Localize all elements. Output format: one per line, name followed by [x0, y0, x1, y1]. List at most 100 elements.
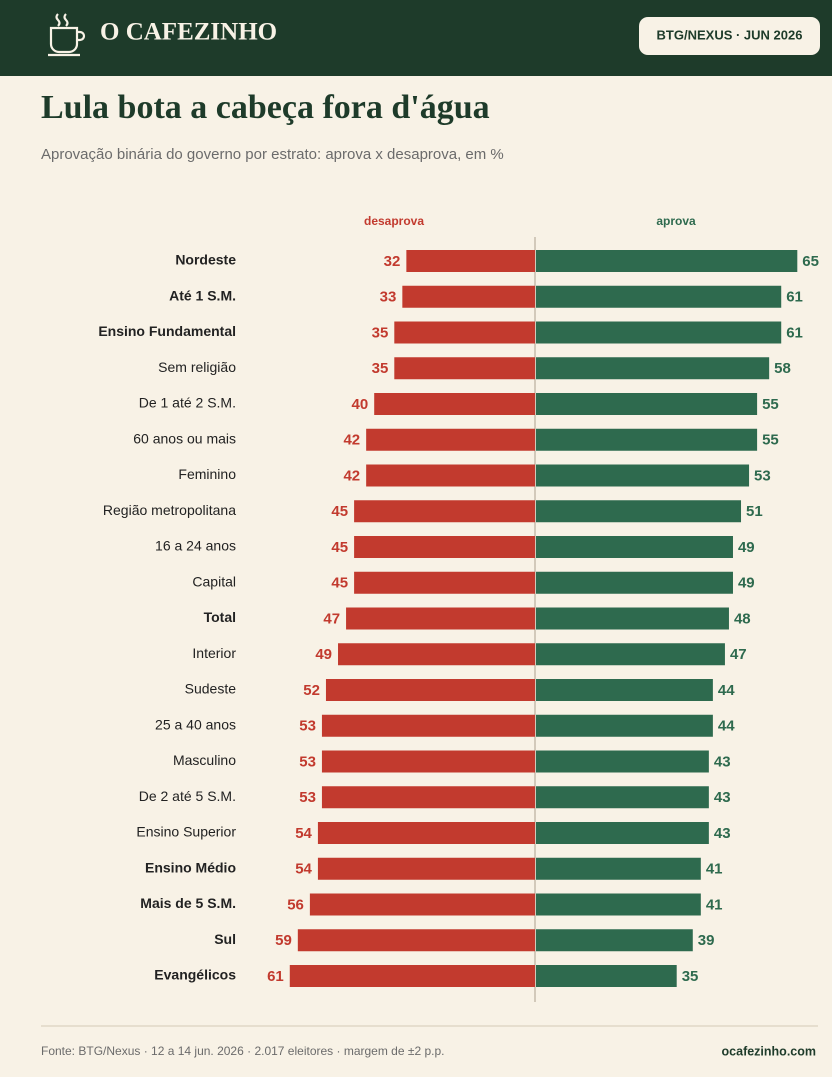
category-label: Capital	[192, 573, 236, 589]
category-label: 60 anos ou mais	[133, 430, 236, 446]
bar	[536, 893, 701, 916]
value-label: 35	[372, 360, 389, 377]
cup-icon	[48, 13, 86, 57]
bar	[394, 357, 535, 380]
value-label: 35	[372, 324, 389, 341]
value-label: 44	[718, 718, 735, 735]
value-label: 49	[738, 575, 755, 592]
value-label: 65	[802, 253, 819, 270]
category-label: Ensino Médio	[145, 859, 236, 875]
category-label: De 1 até 2 S.M.	[139, 395, 236, 411]
value-label: 45	[331, 503, 348, 520]
bar	[297, 929, 535, 952]
category-label: 25 a 40 anos	[155, 716, 236, 732]
value-label: 61	[786, 324, 803, 341]
bar	[536, 428, 758, 451]
bar	[317, 857, 535, 880]
value-label: 47	[323, 610, 340, 627]
bar	[354, 571, 535, 594]
value-label: 48	[734, 610, 751, 627]
bar	[536, 643, 725, 666]
value-label: 58	[774, 360, 791, 377]
footer-site: ocafezinho.com	[722, 1044, 816, 1058]
value-label: 54	[295, 825, 312, 842]
category-label: Interior	[192, 645, 236, 661]
bar	[536, 750, 709, 773]
value-label: 43	[714, 753, 731, 770]
bar	[536, 536, 733, 558]
legend-label: desaprova	[364, 214, 424, 228]
value-label: 42	[343, 467, 360, 484]
bar	[536, 607, 729, 630]
value-label: 33	[380, 289, 397, 306]
category-label: Evangélicos	[154, 967, 236, 983]
bar	[346, 607, 535, 630]
bar	[536, 714, 713, 737]
value-label: 53	[754, 467, 771, 484]
chart-subtitle: Aprovação binária do governo por estrato…	[41, 146, 504, 163]
value-label: 61	[786, 289, 803, 306]
chart-title: Lula bota a cabeça fora d'água	[41, 89, 490, 126]
value-label: 32	[384, 253, 401, 270]
bar	[536, 250, 798, 272]
bar	[536, 500, 742, 523]
value-label: 43	[714, 825, 731, 842]
value-label: 53	[299, 753, 316, 770]
value-label: 53	[299, 789, 316, 806]
value-label: 45	[331, 575, 348, 592]
bar	[289, 965, 535, 987]
category-label: Ensino Fundamental	[98, 323, 236, 339]
footer-source: Fonte: BTG/Nexus · 12 a 14 jun. 2026 · 2…	[41, 1044, 444, 1058]
category-label: Feminino	[178, 466, 236, 482]
bar	[338, 643, 535, 666]
brand: O CAFEZINHO	[100, 19, 277, 46]
category-label: Masculino	[173, 752, 236, 768]
value-label: 41	[706, 896, 723, 913]
bar	[325, 679, 535, 701]
value-label: 53	[299, 718, 316, 735]
value-label: 45	[331, 539, 348, 556]
category-label: Total	[204, 609, 236, 625]
bar	[402, 285, 535, 308]
category-label: Mais de 5 S.M.	[140, 895, 236, 911]
legend-label: aprova	[656, 214, 696, 228]
category-label: Até 1 S.M.	[169, 287, 236, 303]
bar	[321, 714, 535, 737]
bar	[536, 321, 782, 344]
bar	[394, 321, 535, 344]
category-label: De 2 até 5 S.M.	[139, 788, 236, 804]
bar	[374, 393, 535, 415]
value-label: 59	[275, 932, 292, 949]
category-label: 16 a 24 anos	[155, 538, 236, 554]
value-label: 54	[295, 861, 312, 878]
value-label: 47	[730, 646, 747, 663]
value-label: 51	[746, 503, 763, 520]
value-label: 49	[315, 646, 332, 663]
bar	[536, 965, 677, 987]
value-label: 42	[343, 432, 360, 449]
value-label: 39	[698, 932, 715, 949]
category-label: Nordeste	[175, 252, 236, 268]
category-label: Sudeste	[185, 681, 237, 697]
bar	[354, 536, 535, 558]
value-label: 55	[762, 396, 779, 413]
value-label: 52	[303, 682, 320, 699]
badge-text: BTG/NEXUS · JUN 2026	[657, 27, 803, 42]
category-label: Sem religião	[158, 359, 236, 375]
bar	[536, 464, 750, 487]
value-label: 61	[267, 968, 284, 985]
bar	[536, 393, 758, 415]
bar	[536, 822, 709, 844]
category-label: Sul	[214, 931, 236, 947]
badge	[639, 17, 820, 55]
bar	[536, 786, 709, 809]
bar	[406, 250, 535, 272]
value-label: 40	[352, 396, 369, 413]
bar	[536, 571, 733, 594]
bar	[317, 822, 535, 844]
category-label: Ensino Superior	[136, 824, 236, 840]
bar	[366, 464, 535, 487]
bar	[536, 285, 782, 308]
value-label: 55	[762, 432, 779, 449]
